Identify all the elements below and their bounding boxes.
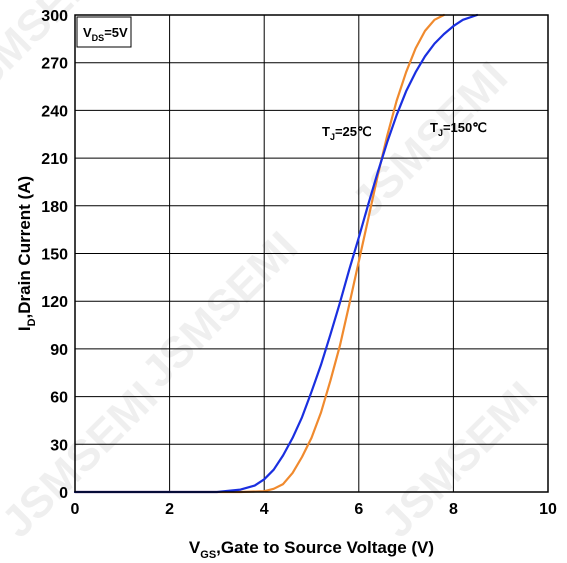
watermark-text: JSMSEMI (0, 372, 167, 547)
x-axis-title-rest: ,Gate to Source Voltage (V) (216, 538, 434, 557)
x-tick-label: 2 (165, 501, 174, 518)
y-tick-label: 120 (41, 294, 68, 311)
series-layer (73, 13, 479, 494)
series-label-tj-25-rest: =25℃ (335, 124, 372, 139)
y-axis-title-sub: D (26, 318, 38, 326)
y-tick-label: 90 (50, 342, 68, 359)
x-axis-title-main: V (189, 538, 201, 557)
plot-frame (74, 14, 549, 493)
y-tick-labels: 0 30 60 90 120 150 180 210 240 270 300 (41, 8, 68, 502)
series-label-tj-25-main: T (322, 124, 330, 139)
y-tick-label: 270 (41, 56, 68, 73)
series-label-tj-150: TJ=150℃ (430, 120, 487, 138)
series-label-tj-150-sub: J (438, 128, 443, 138)
condition-main: V (83, 25, 92, 40)
x-tick-label: 8 (449, 501, 458, 518)
condition-box-label: VDS=5V (83, 25, 128, 43)
condition-sub: DS (92, 33, 105, 43)
y-tick-label: 240 (41, 103, 68, 120)
series-label-tj-150-main: T (430, 120, 438, 135)
y-tick-label: 60 (50, 390, 68, 407)
x-tick-label: 4 (260, 501, 269, 518)
x-tick-label: 6 (354, 501, 363, 518)
series-label-tj-25-sub: J (330, 132, 335, 142)
series-label-tj-25: TJ=25℃ (322, 124, 372, 142)
condition-box: VDS=5V (76, 16, 132, 48)
y-tick-label: 180 (41, 199, 68, 216)
series-line-tj-25 (73, 13, 445, 494)
x-axis-title: VGS,Gate to Source Voltage (V) (189, 538, 434, 561)
x-tick-label: 0 (71, 501, 80, 518)
y-axis-title: ID,Drain Current (A) (15, 176, 38, 331)
y-tick-label: 30 (50, 437, 68, 454)
y-tick-label: 300 (41, 8, 68, 25)
x-tick-label: 10 (539, 501, 557, 518)
x-tick-labels: 0 2 4 6 8 10 (71, 501, 557, 518)
x-axis-title-sub: GS (200, 549, 216, 561)
watermark-text: JSMSEMI (132, 222, 307, 397)
y-axis-title-main: I (15, 326, 34, 331)
series-line-tj-150 (73, 13, 479, 494)
condition-rest: =5V (104, 25, 128, 40)
y-tick-label: 210 (41, 151, 68, 168)
series-label-tj-150-rest: =150℃ (443, 120, 487, 135)
watermark-text: JSMSEMI (372, 372, 547, 547)
y-tick-label: 150 (41, 247, 68, 264)
condition-box-frame (76, 16, 132, 48)
y-tick-label: 0 (59, 485, 68, 502)
y-axis-title-rest: ,Drain Current (A) (15, 176, 34, 319)
